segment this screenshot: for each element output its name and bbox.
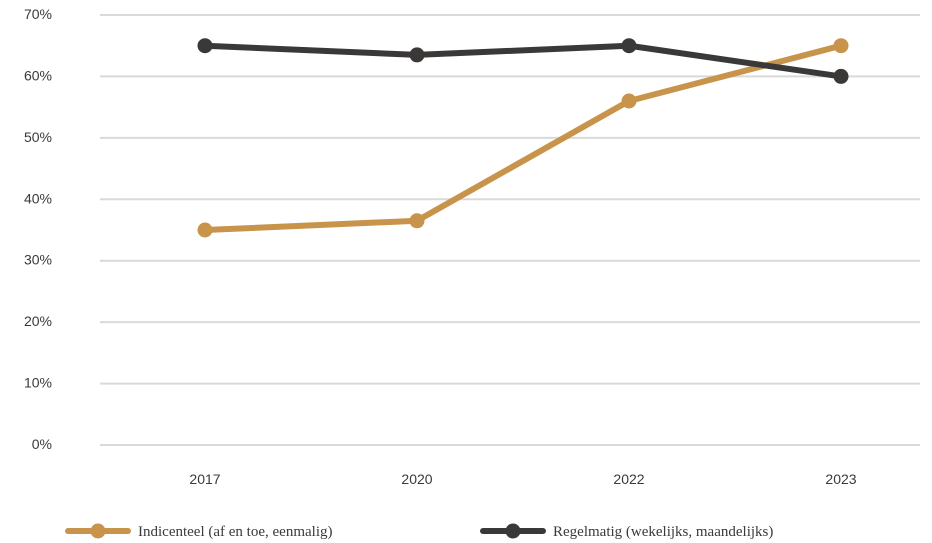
data-point	[833, 38, 849, 54]
legend-marker	[90, 523, 106, 539]
y-tick-label: 60%	[24, 67, 52, 83]
x-tick-label: 2023	[825, 471, 856, 487]
y-tick-label: 40%	[24, 190, 52, 206]
series-line-1	[202, 42, 844, 233]
x-tick-label: 2017	[189, 471, 220, 487]
data-point	[409, 47, 425, 63]
data-point	[409, 213, 425, 229]
y-tick-label: 70%	[24, 6, 52, 22]
y-axis: 0% 10% 20% 30% 40% 50% 60% 70%	[24, 6, 52, 452]
y-tick-label: 30%	[24, 252, 52, 268]
x-tick-label: 2020	[401, 471, 432, 487]
data-point	[197, 222, 213, 238]
legend-marker	[505, 523, 521, 539]
x-axis: 2017 2020 2022 2023	[189, 471, 856, 487]
y-tick-label: 20%	[24, 313, 52, 329]
series-group	[197, 38, 849, 238]
legend: Indicenteel (af en toe, eenmalig) Regelma…	[65, 523, 773, 540]
gridlines	[100, 14, 920, 446]
legend-item-1: Indicenteel (af en toe, eenmalig)	[65, 523, 332, 540]
data-point	[621, 38, 637, 54]
data-point	[621, 93, 637, 109]
data-point	[833, 68, 849, 84]
legend-label: Indicenteel (af en toe, eenmalig)	[138, 524, 332, 540]
y-tick-label: 10%	[24, 375, 52, 391]
legend-label: Regelmatig (wekelijks, maandelijks)	[553, 524, 773, 540]
legend-item-2: Regelmatig (wekelijks, maandelijks)	[480, 523, 773, 540]
y-tick-label: 0%	[32, 436, 52, 452]
series-line-2	[202, 42, 844, 80]
data-point	[197, 38, 213, 54]
y-tick-label: 50%	[24, 129, 52, 145]
x-tick-label: 2022	[613, 471, 644, 487]
